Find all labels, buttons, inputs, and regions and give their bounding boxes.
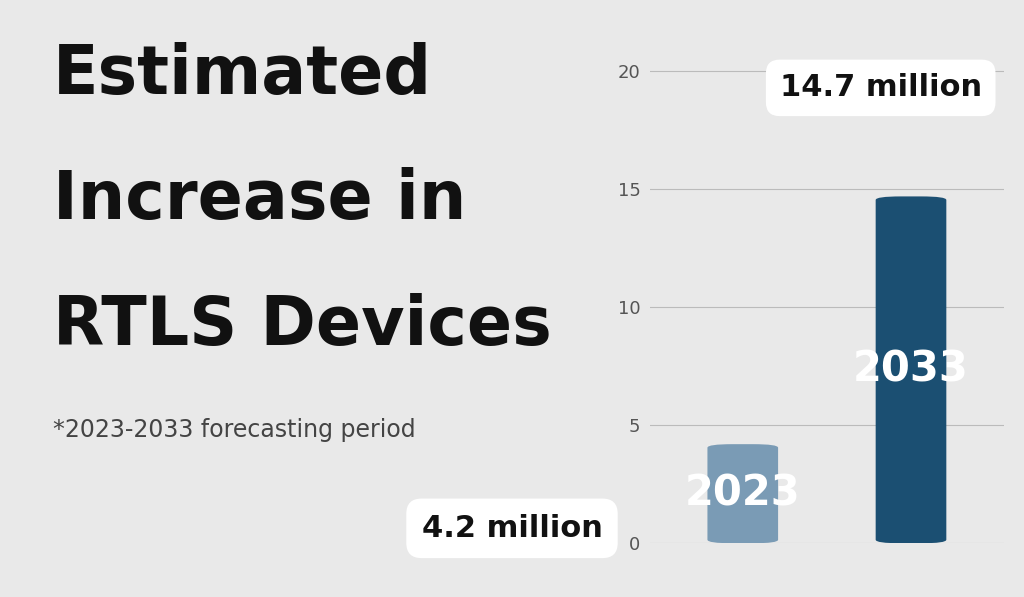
Text: Estimated: Estimated — [53, 42, 432, 108]
Text: *2023-2033 forecasting period: *2023-2033 forecasting period — [53, 418, 416, 442]
Text: 4.2 million: 4.2 million — [422, 514, 602, 543]
FancyBboxPatch shape — [876, 196, 946, 543]
Text: 14.7 million: 14.7 million — [779, 73, 982, 102]
Text: 2023: 2023 — [685, 473, 801, 515]
FancyBboxPatch shape — [708, 444, 778, 543]
Text: 2033: 2033 — [853, 349, 969, 391]
Text: Increase in: Increase in — [53, 167, 467, 233]
Text: RTLS Devices: RTLS Devices — [53, 293, 552, 359]
